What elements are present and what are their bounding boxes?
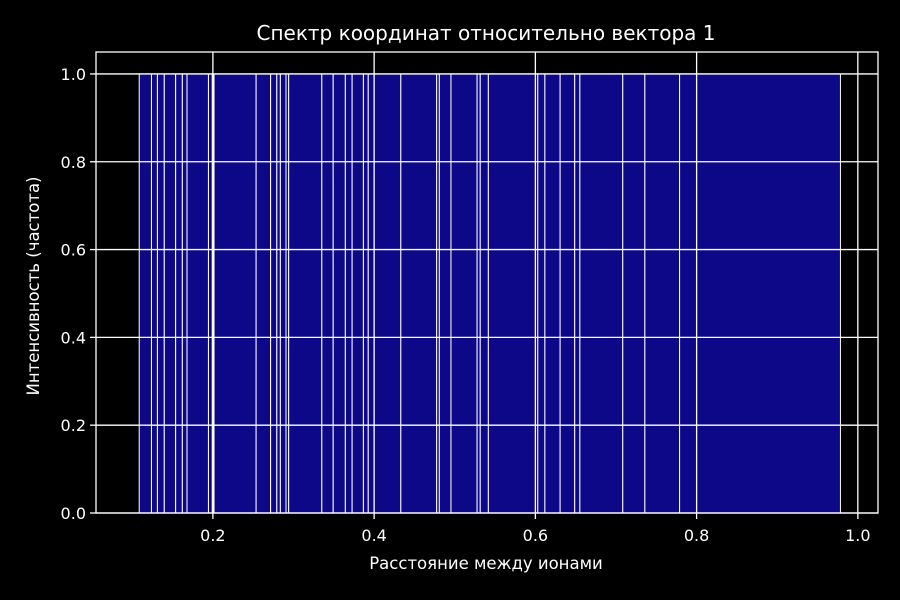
bar xyxy=(276,73,281,514)
bar xyxy=(321,73,334,514)
bar xyxy=(279,73,287,514)
bar xyxy=(156,73,165,514)
bar xyxy=(181,73,188,514)
bar xyxy=(255,73,272,514)
bar xyxy=(163,73,177,514)
bar xyxy=(175,73,183,514)
bars-group xyxy=(138,73,841,514)
bar xyxy=(362,73,369,514)
y-tick-label: 0.4 xyxy=(61,328,86,347)
y-axis-label: Интенсивность (частота) xyxy=(24,177,43,396)
bar xyxy=(207,73,213,514)
bar xyxy=(213,73,257,514)
bar xyxy=(544,73,561,514)
bar xyxy=(487,73,539,514)
bar xyxy=(537,73,546,514)
x-tick-label: 1.0 xyxy=(845,526,870,545)
bar xyxy=(344,73,353,514)
y-tick-label: 0.8 xyxy=(61,153,86,172)
bar xyxy=(438,73,452,514)
bar xyxy=(579,73,624,514)
x-tick-label: 0.8 xyxy=(684,526,709,545)
bar xyxy=(288,73,323,514)
bar xyxy=(332,73,346,514)
bar xyxy=(150,73,158,514)
axes-group xyxy=(95,51,879,514)
bar xyxy=(367,73,402,514)
bar xyxy=(622,73,646,514)
bar xyxy=(644,73,681,514)
bar xyxy=(559,73,576,514)
y-tick-label: 0.2 xyxy=(61,416,86,435)
bar xyxy=(400,73,438,514)
y-tick-label: 0.0 xyxy=(61,504,86,523)
bar xyxy=(186,73,209,514)
plot-frame xyxy=(95,51,879,514)
bar xyxy=(679,73,841,514)
chart-title: Спектр координат относительно вектора 1 xyxy=(256,21,715,45)
x-axis-label: Расстояние между ионами xyxy=(369,554,603,573)
bar xyxy=(479,73,489,514)
bar xyxy=(138,73,152,514)
bar xyxy=(270,73,278,514)
x-tick-label: 0.6 xyxy=(523,526,548,545)
x-tick-label: 0.2 xyxy=(200,526,225,545)
bar xyxy=(450,73,478,514)
bar xyxy=(574,73,581,514)
ticks-group: 0.2 0.4 0.6 0.8 1.0 0.0 0.2 0.4 0.6 0.8 1.0 xyxy=(61,65,871,545)
y-tick-label: 1.0 xyxy=(61,65,86,84)
grid-group xyxy=(96,52,878,514)
y-tick-label: 0.6 xyxy=(61,241,86,260)
bar xyxy=(351,73,364,514)
x-tick-label: 0.4 xyxy=(361,526,386,545)
